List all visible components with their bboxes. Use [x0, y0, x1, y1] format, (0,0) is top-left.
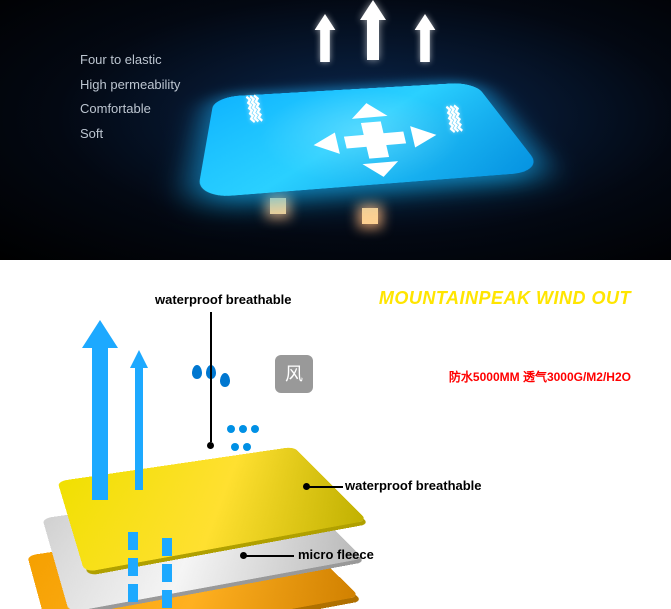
callout-label: micro fleece	[298, 547, 374, 562]
callout-label: waterproof breathable	[155, 292, 292, 307]
feature-item: Comfortable	[80, 97, 180, 122]
callout-bot: micro fleece	[298, 547, 374, 562]
arrow-up-icon	[360, 0, 386, 60]
feature-item: Four to elastic	[80, 48, 180, 73]
glow-block-icon	[270, 198, 286, 214]
wind-icon-label: 风	[285, 364, 303, 384]
layers-panel: MOUNTAINPEAK WIND OUT 防水5000MM 透气3000G/M…	[0, 260, 671, 609]
airflow-cross-icon	[290, 85, 460, 195]
glow-block-icon	[362, 208, 378, 224]
callout-label: waterproof breathable	[345, 478, 482, 493]
arrow-dash-icon	[128, 532, 138, 609]
arrow-up-icon	[415, 14, 436, 62]
feature-item: Soft	[80, 122, 180, 147]
callout-mid: waterproof breathable	[345, 478, 482, 493]
top-breathability-panel: Four to elastic High permeability Comfor…	[0, 0, 671, 260]
water-dots-icon	[225, 420, 261, 456]
arrow-up-big-icon	[82, 320, 118, 500]
product-title: MOUNTAINPEAK WIND OUT	[379, 288, 631, 309]
feature-item: High permeability	[80, 73, 180, 98]
feature-list: Four to elastic High permeability Comfor…	[80, 48, 180, 147]
callout-top: waterproof breathable	[155, 292, 292, 307]
spec-text: 防水5000MM 透气3000G/M2/H2O	[449, 368, 631, 385]
arrow-dash-icon	[162, 538, 172, 609]
wind-icon: 风	[275, 355, 313, 393]
arrow-up-small-icon	[130, 350, 148, 490]
arrow-up-icon	[315, 14, 336, 62]
